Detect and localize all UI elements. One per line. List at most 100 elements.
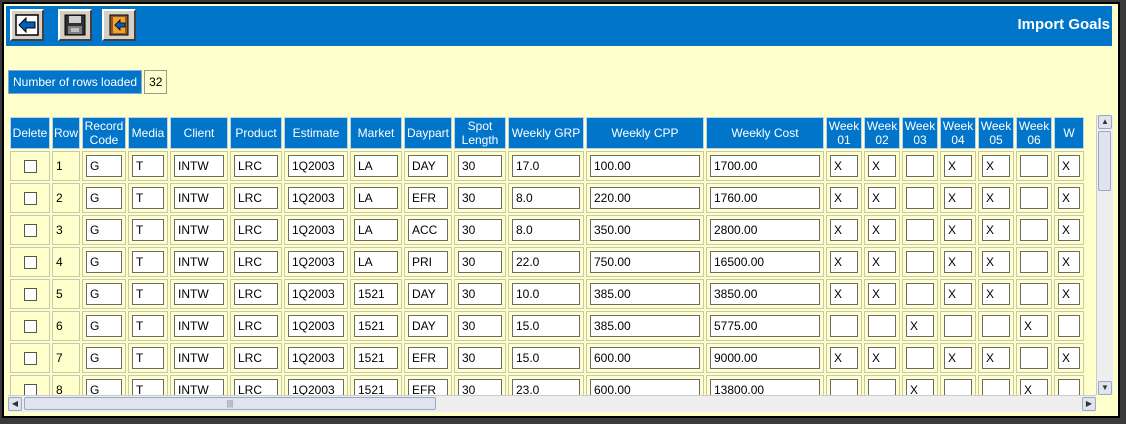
product-input[interactable]: LRC [234,379,278,395]
client-input[interactable]: INTW [174,315,224,337]
record-code-input[interactable]: G [86,347,122,369]
week-input[interactable] [1020,187,1048,209]
weekly-grp-input[interactable]: 8.0 [512,219,580,241]
week-input[interactable]: X [1058,283,1080,305]
estimate-input[interactable]: 1Q2003 [288,315,344,337]
market-input[interactable]: 1521 [354,347,398,369]
week-input[interactable]: X [982,283,1010,305]
scroll-right-icon[interactable]: ▶ [1082,397,1096,411]
vertical-scroll-thumb[interactable] [1098,131,1111,191]
daypart-input[interactable]: DAY [408,155,448,177]
week-input[interactable]: X [868,251,896,273]
media-input[interactable]: T [132,219,164,241]
week-input[interactable]: X [868,187,896,209]
weekly-grp-input[interactable]: 15.0 [512,315,580,337]
week-input[interactable]: X [830,219,858,241]
product-input[interactable]: LRC [234,283,278,305]
product-input[interactable]: LRC [234,251,278,273]
week-input[interactable]: X [1058,251,1080,273]
delete-checkbox[interactable] [23,352,37,366]
daypart-input[interactable]: PRI [408,251,448,273]
spot-length-input[interactable]: 30 [458,379,502,395]
week-input[interactable]: X [868,283,896,305]
scroll-down-icon[interactable]: ▼ [1098,381,1112,395]
weekly-grp-input[interactable]: 10.0 [512,283,580,305]
week-input[interactable]: X [944,347,972,369]
weekly-cpp-input[interactable]: 750.00 [590,251,700,273]
client-input[interactable]: INTW [174,187,224,209]
media-input[interactable]: T [132,315,164,337]
record-code-input[interactable]: G [86,379,122,395]
week-input[interactable] [1020,347,1048,369]
record-code-input[interactable]: G [86,315,122,337]
estimate-input[interactable]: 1Q2003 [288,347,344,369]
week-input[interactable]: X [1058,347,1080,369]
market-input[interactable]: 1521 [354,379,398,395]
weekly-cost-input[interactable]: 3850.00 [710,283,820,305]
delete-checkbox[interactable] [23,224,37,238]
weekly-cpp-input[interactable]: 600.00 [590,379,700,395]
weekly-cpp-input[interactable]: 220.00 [590,187,700,209]
spot-length-input[interactable]: 30 [458,187,502,209]
week-input[interactable] [906,219,934,241]
record-code-input[interactable]: G [86,187,122,209]
media-input[interactable]: T [132,251,164,273]
week-input[interactable]: X [868,219,896,241]
week-input[interactable]: X [868,347,896,369]
delete-checkbox[interactable] [23,320,37,334]
product-input[interactable]: LRC [234,347,278,369]
horizontal-scrollbar[interactable]: ◀ ||| ▶ [8,395,1096,412]
vertical-scrollbar[interactable]: ▲ ▼ [1096,115,1113,395]
weekly-cpp-input[interactable]: 100.00 [590,155,700,177]
product-input[interactable]: LRC [234,219,278,241]
week-input[interactable]: X [1058,219,1080,241]
market-input[interactable]: LA [354,251,398,273]
daypart-input[interactable]: EFR [408,347,448,369]
week-input[interactable] [868,379,896,395]
spot-length-input[interactable]: 30 [458,315,502,337]
media-input[interactable]: T [132,187,164,209]
save-button[interactable] [58,9,92,41]
week-input[interactable]: X [944,251,972,273]
delete-checkbox[interactable] [23,160,37,174]
week-input[interactable] [868,315,896,337]
record-code-input[interactable]: G [86,283,122,305]
weekly-cost-input[interactable]: 1700.00 [710,155,820,177]
week-input[interactable] [982,315,1010,337]
scroll-left-icon[interactable]: ◀ [8,397,22,411]
week-input[interactable] [906,187,934,209]
weekly-grp-input[interactable]: 23.0 [512,379,580,395]
week-input[interactable] [906,283,934,305]
delete-checkbox[interactable] [23,256,37,270]
week-input[interactable]: X [1058,187,1080,209]
week-input[interactable]: X [830,155,858,177]
week-input[interactable]: X [830,187,858,209]
week-input[interactable] [1058,315,1080,337]
weekly-cost-input[interactable]: 9000.00 [710,347,820,369]
weekly-cpp-input[interactable]: 385.00 [590,315,700,337]
estimate-input[interactable]: 1Q2003 [288,187,344,209]
estimate-input[interactable]: 1Q2003 [288,283,344,305]
week-input[interactable] [944,379,972,395]
week-input[interactable]: X [830,347,858,369]
week-input[interactable] [906,155,934,177]
week-input[interactable] [1020,219,1048,241]
daypart-input[interactable]: EFR [408,187,448,209]
media-input[interactable]: T [132,283,164,305]
week-input[interactable]: X [830,283,858,305]
weekly-cpp-input[interactable]: 600.00 [590,347,700,369]
week-input[interactable] [906,251,934,273]
weekly-cost-input[interactable]: 2800.00 [710,219,820,241]
weekly-cost-input[interactable]: 16500.00 [710,251,820,273]
delete-checkbox[interactable] [23,192,37,206]
week-input[interactable]: X [868,155,896,177]
week-input[interactable]: X [906,315,934,337]
week-input[interactable] [830,315,858,337]
daypart-input[interactable]: DAY [408,283,448,305]
daypart-input[interactable]: EFR [408,379,448,395]
week-input[interactable]: X [830,251,858,273]
scroll-up-icon[interactable]: ▲ [1098,115,1112,129]
weekly-grp-input[interactable]: 22.0 [512,251,580,273]
week-input[interactable] [1058,379,1080,395]
week-input[interactable]: X [944,219,972,241]
